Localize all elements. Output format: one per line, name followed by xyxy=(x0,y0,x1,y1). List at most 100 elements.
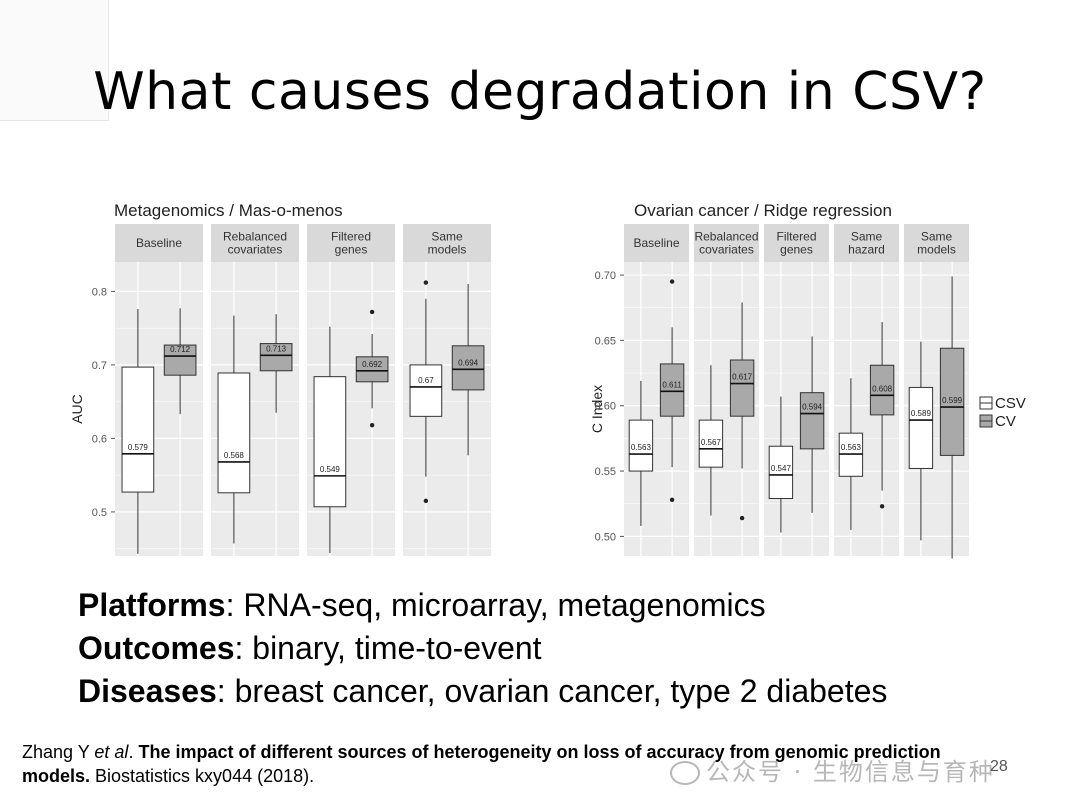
citation-journal: Biostatistics kxy044 (2018). xyxy=(90,766,315,786)
box-outlier xyxy=(369,309,375,315)
box-iqr xyxy=(121,366,155,493)
median-label: 0.579 xyxy=(128,443,149,452)
median-label: 0.713 xyxy=(266,344,287,353)
y-tick-label: 0.6 xyxy=(92,433,107,445)
median-label: 0.594 xyxy=(802,403,823,412)
facet-strip xyxy=(624,224,689,262)
median-label: 0.67 xyxy=(418,376,434,385)
facet-label: Baseline xyxy=(136,236,182,250)
facet-strip xyxy=(211,224,299,262)
y-tick-label: 0.55 xyxy=(595,466,616,478)
bullet-list: Platforms: RNA-seq, microarray, metageno… xyxy=(78,584,887,713)
facet-label: Same xyxy=(431,230,463,244)
page-number: 28 xyxy=(990,758,1008,775)
facet-label: models xyxy=(428,243,467,257)
facet-strip xyxy=(834,224,899,262)
y-tick-label: 0.5 xyxy=(92,507,107,519)
citation-title: The impact of different sources of heter… xyxy=(22,742,941,786)
box-outlier xyxy=(669,497,675,503)
chart-title: Ovarian cancer / Ridge regression xyxy=(634,201,892,220)
median-label: 0.608 xyxy=(872,384,893,393)
median-label: 0.617 xyxy=(732,373,753,382)
y-tick-label: 0.50 xyxy=(595,531,616,543)
y-axis-label: AUC xyxy=(69,394,85,424)
bullet-text: : binary, time-to-event xyxy=(234,630,542,666)
facet-strip xyxy=(764,224,829,262)
facet-label: models xyxy=(917,243,956,257)
box-iqr xyxy=(698,419,724,468)
facet-strip xyxy=(403,224,491,262)
box-iqr xyxy=(409,364,443,417)
ovarian-cancer-boxplot: Ovarian cancer / Ridge regression C Index… xyxy=(589,201,1026,559)
box-outlier xyxy=(669,279,675,284)
facet-label: Same xyxy=(851,230,883,244)
box-outlier xyxy=(423,498,429,504)
legend-label: CSV xyxy=(995,395,1026,412)
watermark: 公众号 · 生物信息与育种 xyxy=(670,752,995,787)
box-iqr xyxy=(259,343,293,372)
bullet-diseases: Diseases: breast cancer, ovarian cancer,… xyxy=(78,670,887,713)
box-iqr xyxy=(451,345,485,391)
facet-label: Baseline xyxy=(633,236,679,250)
facet-label: Same xyxy=(921,230,953,244)
median-label: 0.692 xyxy=(362,360,383,369)
slide-title: What causes degradation in CSV? xyxy=(93,62,987,122)
median-label: 0.547 xyxy=(771,464,792,473)
watermark-text: 公众号 · 生物信息与育种 xyxy=(706,758,995,786)
box-iqr xyxy=(217,372,251,494)
median-label: 0.567 xyxy=(701,438,722,447)
metagenomics-boxplot: Metagenomics / Mas-o-menos AUC 0.5 0.6 0.7 0.… xyxy=(69,201,491,556)
facet-label: hazard xyxy=(848,243,885,257)
citation-dot: . xyxy=(128,742,139,762)
y-tick-label: 0.8 xyxy=(92,286,107,298)
median-label: 0.563 xyxy=(841,443,862,452)
bullet-text: : RNA-seq, microarray, metagenomics xyxy=(225,587,766,623)
facet-label: covariates xyxy=(699,243,754,257)
facet-label: Rebalanced xyxy=(223,230,287,244)
median-label: 0.694 xyxy=(458,358,479,367)
box-iqr xyxy=(659,363,685,417)
facet-strip xyxy=(904,224,969,262)
box-iqr xyxy=(908,386,934,469)
median-label: 0.568 xyxy=(224,451,245,460)
median-label: 0.712 xyxy=(170,345,191,354)
y-tick-label: 0.70 xyxy=(595,270,616,282)
median-label: 0.563 xyxy=(631,443,652,452)
bullet-platforms: Platforms: RNA-seq, microarray, metageno… xyxy=(78,584,887,627)
box-iqr xyxy=(939,347,965,456)
facet-label: covariates xyxy=(228,243,283,257)
median-label: 0.589 xyxy=(911,409,932,418)
legend-label: CV xyxy=(995,413,1016,430)
facet-label: Filtered xyxy=(776,230,816,244)
corner-placeholder-box xyxy=(0,0,109,121)
median-label: 0.549 xyxy=(320,465,341,474)
box-iqr xyxy=(799,392,825,450)
citation-authors: Zhang Y xyxy=(22,742,95,762)
box-iqr xyxy=(869,364,895,416)
y-tick-label: 0.7 xyxy=(92,360,107,372)
citation: Zhang Y et al. The impact of different s… xyxy=(22,740,1002,788)
box-iqr xyxy=(628,419,654,472)
facet-label: Rebalanced xyxy=(694,230,758,244)
bullet-text: : breast cancer, ovarian cancer, type 2 … xyxy=(216,673,888,709)
bullet-outcomes: Outcomes: binary, time-to-event xyxy=(78,627,887,670)
facet-strip xyxy=(694,224,759,262)
median-label: 0.611 xyxy=(662,380,682,389)
facet-label: Filtered xyxy=(331,230,371,244)
facet-strip xyxy=(307,224,395,262)
citation-etal: et al xyxy=(94,742,129,762)
y-tick-label: 0.60 xyxy=(595,401,616,413)
box-outlier xyxy=(739,515,745,521)
wechat-icon xyxy=(670,761,700,785)
facet-strip xyxy=(115,224,203,262)
box-outlier xyxy=(423,280,429,285)
box-outlier xyxy=(369,422,375,428)
bullet-label: Diseases xyxy=(78,673,217,709)
median-label: 0.599 xyxy=(942,396,963,405)
box-iqr xyxy=(355,356,389,383)
bullet-label: Platforms xyxy=(78,587,226,623)
y-axis-label: C Index xyxy=(589,385,605,433)
box-iqr xyxy=(313,376,347,508)
box-outlier xyxy=(879,504,885,509)
facet-label: genes xyxy=(335,243,368,257)
